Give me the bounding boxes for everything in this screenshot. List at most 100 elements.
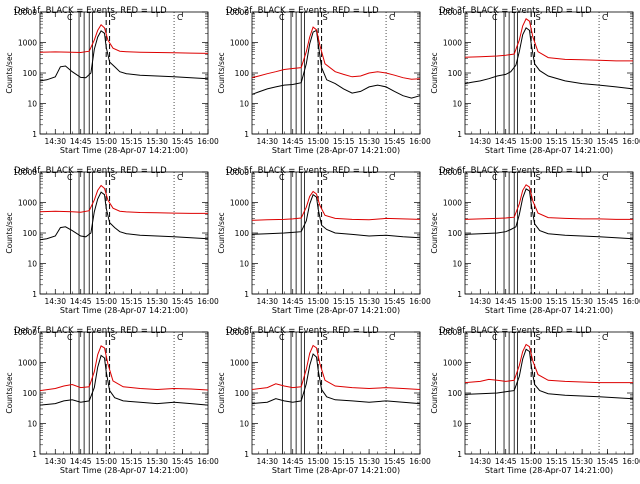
y-tick-label: 1 — [457, 290, 462, 299]
x-tick-label: 15:15 — [121, 137, 143, 146]
y-tick-label: 1 — [32, 130, 37, 139]
events-series-line — [464, 27, 634, 90]
y-tick-label: 1000 — [443, 39, 462, 48]
x-axis-label: Start Time (28-Apr-07 14:21:00) — [485, 306, 613, 315]
y-tick-label: 100 — [235, 229, 250, 238]
y-axis-label: Counts/sec — [217, 52, 226, 93]
x-tick-label: 15:30 — [146, 137, 168, 146]
segment-annotation: S — [111, 13, 116, 22]
x-tick-label: 15:00 — [307, 457, 329, 466]
panel-title: Det 7f, BLACK = Events, RED = LLD — [14, 326, 167, 336]
y-tick-label: 1000 — [18, 199, 37, 208]
x-tick-label: 14:30 — [44, 297, 66, 306]
y-axis-label: Counts/sec — [5, 52, 14, 93]
segment-annotation: S — [536, 333, 541, 342]
panel-title: Det 9f, BLACK = Events, RED = LLD — [439, 326, 592, 336]
plot-frame — [464, 11, 634, 135]
x-tick-label: 14:45 — [282, 137, 304, 146]
x-tick-label: 15:15 — [546, 297, 568, 306]
panel-det-7: Det 7f, BLACK = Events, RED = LLD 1 10 100 1… — [5, 326, 219, 475]
x-tick-label: 15:45 — [172, 457, 194, 466]
x-tick-label: 16:00 — [197, 457, 219, 466]
lld-series-line — [39, 345, 209, 392]
panel-det-5: Det 5f, BLACK = Events, RED = LLD 1 10 100 1… — [217, 166, 431, 315]
y-tick-label: 10000 — [438, 8, 462, 17]
x-tick-label: 15:45 — [597, 297, 619, 306]
events-series-line — [39, 30, 209, 82]
plot-frame — [251, 331, 421, 455]
y-tick-label: 10 — [239, 260, 249, 269]
x-tick-label: 14:30 — [469, 137, 491, 146]
x-tick-label: 14:45 — [70, 457, 92, 466]
x-tick-label: 15:00 — [307, 137, 329, 146]
segment-annotation: C — [177, 173, 183, 182]
events-series-line — [39, 354, 209, 406]
y-tick-label: 10000 — [13, 168, 37, 177]
segment-annotation: C — [602, 173, 608, 182]
segment-annotation: C — [389, 333, 395, 342]
y-tick-label: 10000 — [225, 328, 249, 337]
x-tick-label: 16:00 — [622, 457, 640, 466]
x-axis-label: Start Time (28-Apr-07 14:21:00) — [485, 146, 613, 155]
segment-annotation: C — [492, 13, 498, 22]
x-tick-label: 15:15 — [333, 457, 355, 466]
x-axis-label: Start Time (28-Apr-07 14:21:00) — [60, 466, 188, 475]
x-axis-label: Start Time (28-Apr-07 14:21:00) — [272, 306, 400, 315]
y-tick-label: 100 — [235, 69, 250, 78]
x-tick-label: 15:45 — [597, 457, 619, 466]
x-tick-label: 15:45 — [172, 297, 194, 306]
x-tick-label: 15:30 — [571, 457, 593, 466]
x-tick-label: 15:45 — [597, 137, 619, 146]
x-axis-label: Start Time (28-Apr-07 14:21:00) — [272, 466, 400, 475]
panel-title: Det 4f, BLACK = Events, RED = LLD — [14, 166, 167, 176]
x-tick-label: 14:30 — [469, 297, 491, 306]
x-tick-label: 14:30 — [256, 297, 278, 306]
y-tick-label: 1 — [244, 450, 249, 459]
x-tick-label: 15:15 — [121, 457, 143, 466]
x-tick-label: 14:45 — [495, 297, 517, 306]
events-series-line — [39, 191, 209, 241]
segment-annotation: S — [111, 333, 116, 342]
x-tick-label: 15:00 — [520, 457, 542, 466]
x-tick-label: 15:30 — [358, 457, 380, 466]
x-tick-label: 15:30 — [358, 137, 380, 146]
segment-annotation: C — [492, 173, 498, 182]
segment-annotation: C — [602, 13, 608, 22]
x-tick-label: 15:30 — [571, 297, 593, 306]
panel-det-8: Det 8f, BLACK = Events, RED = LLD 1 10 100 1… — [217, 326, 431, 475]
segment-annotation: S — [536, 13, 541, 22]
x-tick-label: 15:30 — [146, 297, 168, 306]
x-tick-label: 15:45 — [384, 457, 406, 466]
events-series-line — [251, 353, 421, 405]
y-axis-label: Counts/sec — [217, 372, 226, 413]
x-tick-label: 16:00 — [197, 137, 219, 146]
events-series-line — [464, 348, 634, 400]
x-tick-label: 14:30 — [44, 137, 66, 146]
y-tick-label: 100 — [23, 69, 38, 78]
x-tick-label: 15:15 — [121, 297, 143, 306]
x-tick-label: 16:00 — [409, 457, 431, 466]
x-axis-label: Start Time (28-Apr-07 14:21:00) — [60, 306, 188, 315]
x-tick-label: 15:15 — [546, 137, 568, 146]
y-tick-label: 100 — [235, 389, 250, 398]
x-tick-label: 15:30 — [358, 297, 380, 306]
x-tick-label: 16:00 — [197, 297, 219, 306]
panel-det-9: Det 9f, BLACK = Events, RED = LLD 1 10 100 1… — [430, 326, 640, 475]
lld-series-line — [251, 190, 421, 221]
x-tick-label: 14:45 — [282, 297, 304, 306]
y-tick-label: 10 — [27, 260, 37, 269]
segment-annotation: S — [323, 333, 328, 342]
x-axis-label: Start Time (28-Apr-07 14:21:00) — [60, 146, 188, 155]
x-tick-label: 15:30 — [571, 137, 593, 146]
y-tick-label: 10 — [452, 100, 462, 109]
y-axis-label: Counts/sec — [430, 372, 439, 413]
x-tick-label: 16:00 — [409, 137, 431, 146]
y-tick-label: 10 — [452, 420, 462, 429]
x-tick-label: 15:45 — [384, 137, 406, 146]
plot-frame — [251, 11, 421, 135]
x-tick-label: 16:00 — [409, 297, 431, 306]
plot-frame — [39, 331, 209, 455]
lld-series-line — [464, 343, 633, 384]
y-tick-label: 10000 — [13, 8, 37, 17]
y-tick-label: 10 — [27, 420, 37, 429]
